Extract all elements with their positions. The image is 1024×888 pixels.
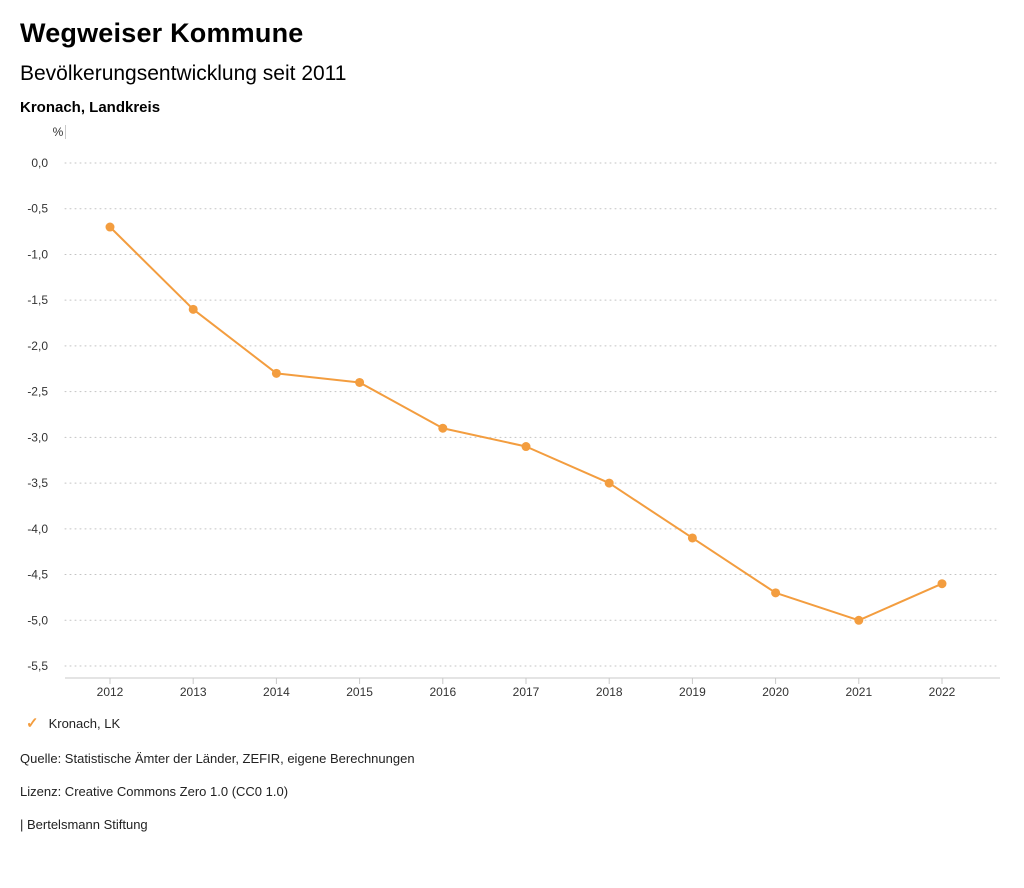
population-line-chart: 0,0 -0,5 -1,0 -1,5 -2,0 -2,5 -3,0 -3,5 -4,0 -4,5 -… [27,125,1001,699]
legend-label: Kronach, LK [48,716,121,731]
region-label: Kronach, Landkreis [20,99,161,116]
x-axis-tick-label: 2022 [929,685,956,699]
x-axis-tick-label: 2016 [429,685,456,699]
data-point[interactable] [271,368,281,378]
y-axis-tick-label: -5,5 [27,659,48,673]
license-note: Lizenz: Creative Commons Zero 1.0 (CC0 1… [20,784,289,799]
chart-title: Bevölkerungsentwicklung seit 2011 [20,62,347,85]
x-axis-tick-label: 2020 [762,685,789,699]
legend-check-icon: ✓ [26,715,39,732]
y-axis-tick-label: 0,0 [31,156,48,170]
chart-footer: Quelle: Statistische Ämter der Länder, Z… [0,731,1024,832]
y-axis-tick-label: -5,0 [27,613,48,627]
y-axis-tick-label: -3,0 [27,430,48,444]
series-line [109,226,943,622]
y-axis-tick-label: -4,5 [27,568,48,582]
source-note: Quelle: Statistische Ämter der Länder, Z… [20,751,415,766]
x-axis-tick-label: 2017 [513,685,540,699]
x-axis-tick-label: 2012 [97,685,124,699]
y-axis-tick-label: -1,5 [27,293,48,307]
legend-item-kronach[interactable]: ✓ Kronach, LK [0,710,1024,731]
y-axis-tick-label: -3,5 [27,476,48,490]
y-axis-tick-label: -4,0 [27,522,48,536]
app-title: Wegweiser Kommune [20,18,304,48]
x-axis-tick-label: 2015 [346,685,373,699]
y-axis-tick-label: -0,5 [27,202,48,216]
y-axis-tick-label: -2,5 [27,385,48,399]
data-point[interactable] [771,588,781,598]
data-point[interactable] [188,304,198,314]
data-point[interactable] [687,533,697,543]
x-axis-tick-label: 2013 [180,685,207,699]
y-axis-tick-label: -1,0 [27,247,48,261]
data-point[interactable] [937,579,947,589]
x-axis-tick-label: 2014 [263,685,290,699]
x-axis-tick-label: 2021 [845,685,872,699]
chart-header: Wegweiser Kommune Bevölkerungsentwicklun… [0,0,1024,116]
attribution-note: | Bertelsmann Stiftung [20,817,148,832]
data-point[interactable] [604,478,614,488]
data-point[interactable] [854,615,864,625]
data-point[interactable] [355,377,365,387]
x-axis-tick-label: 2019 [679,685,706,699]
y-axis-tick-label: -2,0 [27,339,48,353]
y-axis-unit-label: % [53,125,64,139]
x-axis-tick-label: 2018 [596,685,623,699]
data-point[interactable] [521,442,531,452]
data-point[interactable] [105,222,115,232]
data-point[interactable] [438,423,448,433]
